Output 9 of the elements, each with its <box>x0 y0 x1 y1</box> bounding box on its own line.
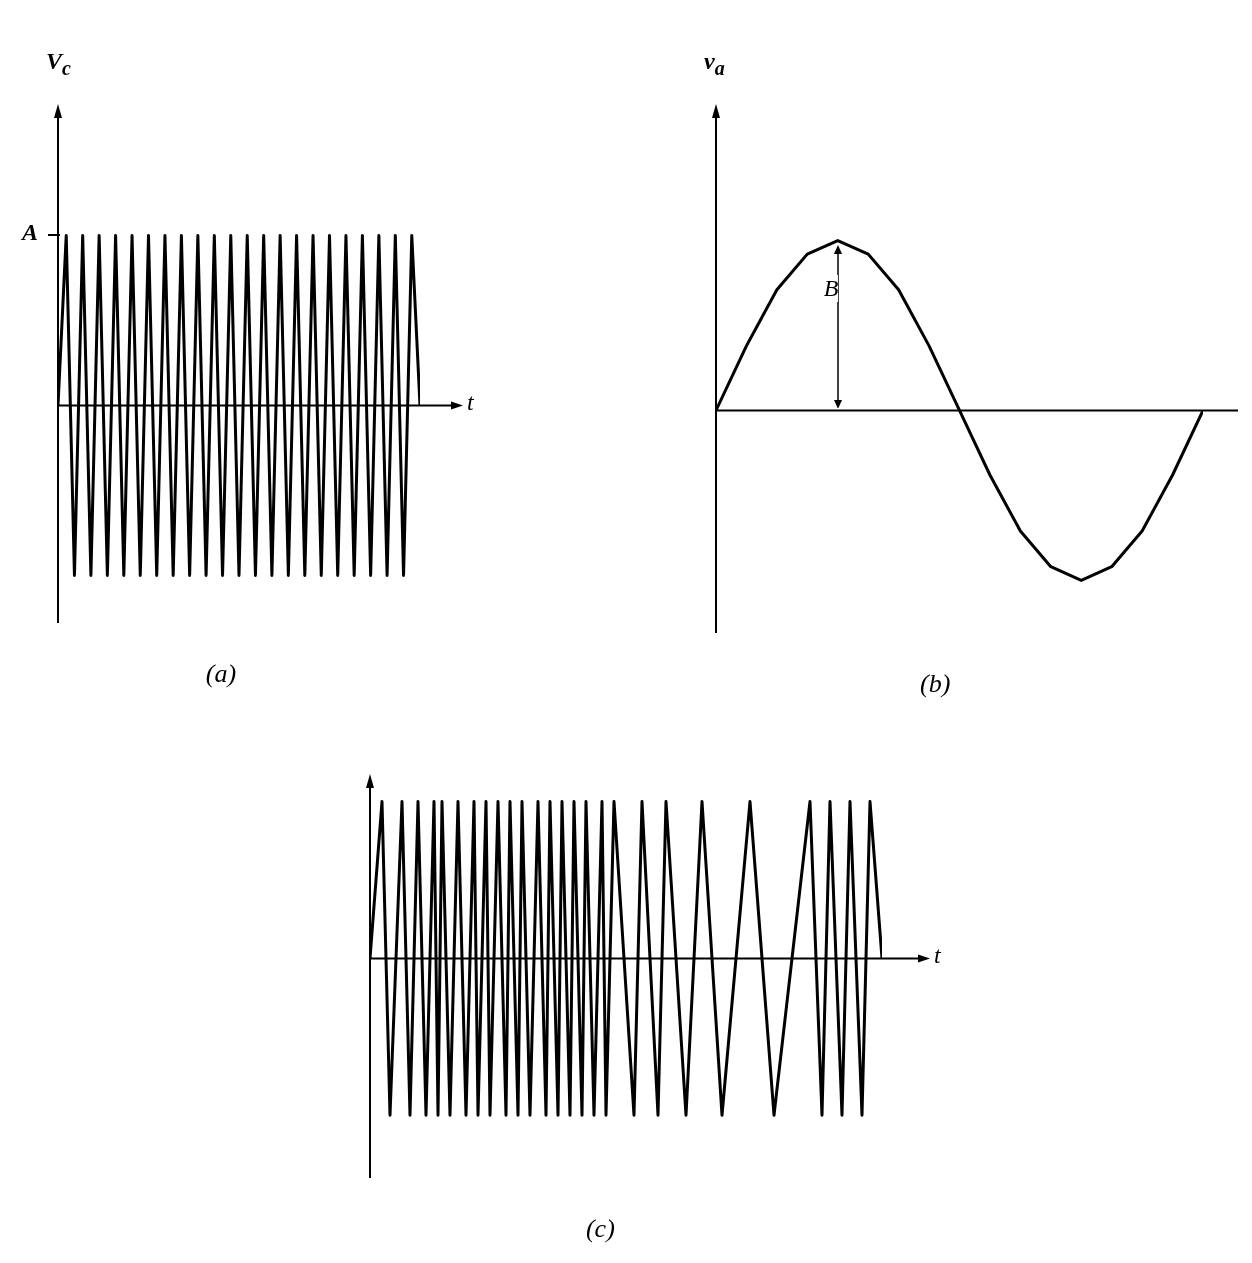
annotation: B <box>823 275 839 303</box>
text: (c) <box>584 1214 616 1244</box>
x-axis-title: t <box>934 942 941 970</box>
y-axis-title: V$_{c}$ <box>46 48 71 80</box>
text: (b) <box>918 669 952 699</box>
text: (a) <box>204 659 238 689</box>
x-axis-title: t <box>467 389 474 417</box>
y-axis-title: v$_{a}$ <box>704 48 725 80</box>
text: A <box>22 219 39 247</box>
